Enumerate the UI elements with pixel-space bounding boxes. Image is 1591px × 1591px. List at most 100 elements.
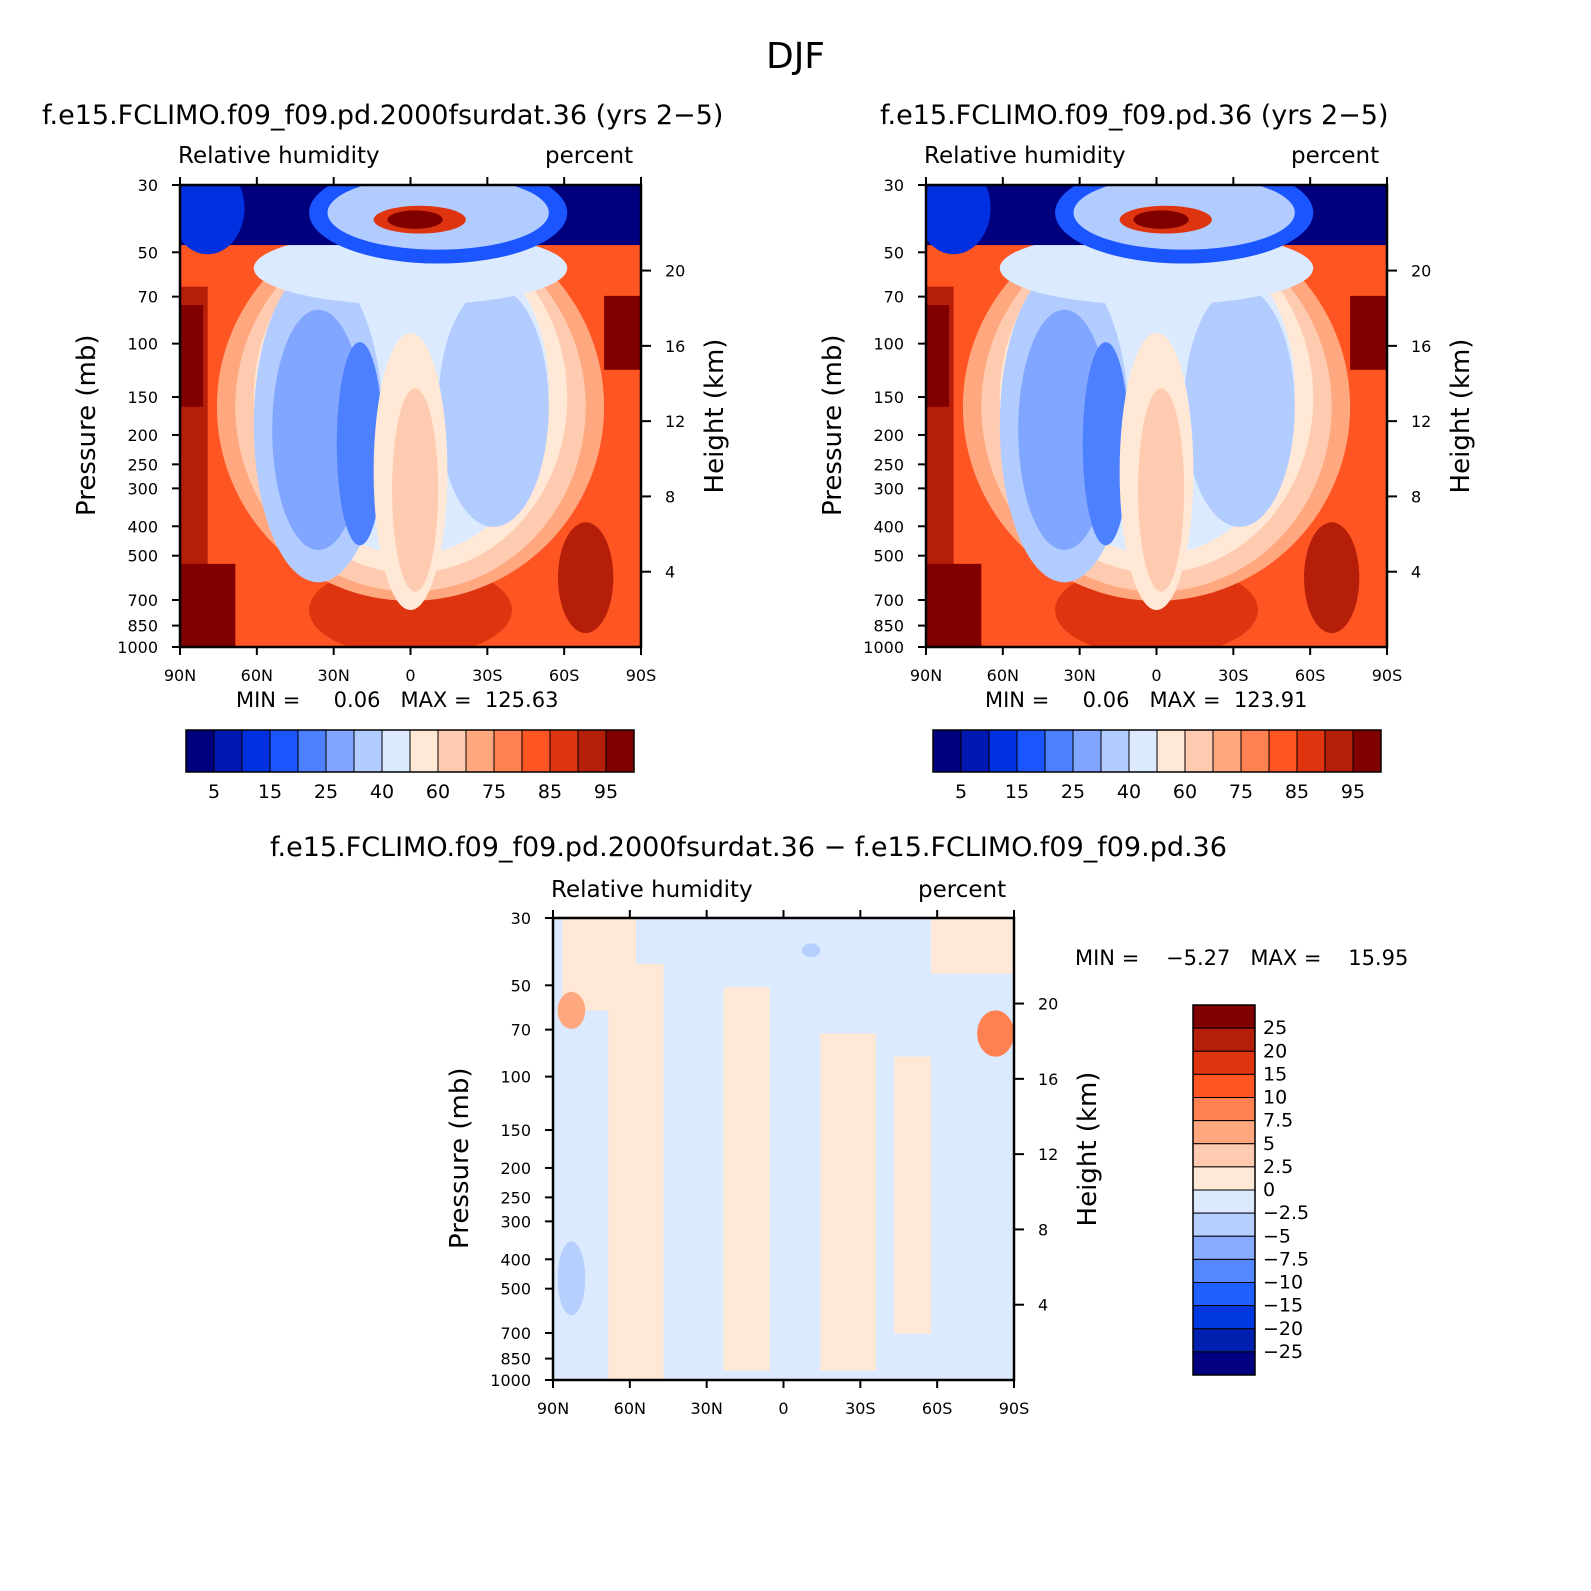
y-tick-label: 1000 xyxy=(117,638,158,657)
diff-positive-band-4 xyxy=(894,1056,932,1334)
y-tick-label: 50 xyxy=(884,243,904,262)
diff-nh-lower-negative xyxy=(557,1241,586,1316)
y-tick-label: 150 xyxy=(873,388,904,407)
colorbar-label: −2.5 xyxy=(1263,1202,1309,1224)
y-tick-label: 400 xyxy=(500,1250,531,1269)
y-tick-label: 250 xyxy=(127,455,158,474)
y-right-tick-label: 12 xyxy=(665,412,685,431)
colorbar-swatch xyxy=(1268,729,1298,773)
panel3-title: f.e15.FCLIMO.f09_f09.pd.2000fsurdat.36 −… xyxy=(270,832,1227,863)
y-right-tick-label: 20 xyxy=(1411,262,1431,281)
colorbar-label: 15 xyxy=(1263,1063,1287,1085)
panel3-variable: Relative humidity xyxy=(551,877,753,903)
colorbar-swatch xyxy=(1100,729,1130,773)
colorbar-label: 60 xyxy=(1173,781,1197,803)
rh-nh-strat-edge xyxy=(180,185,245,255)
y-tick-label: 100 xyxy=(127,335,158,354)
diff-nh-upper-max xyxy=(557,991,586,1029)
colorbar-swatch xyxy=(1016,729,1046,773)
y-right-tick-label: 16 xyxy=(1038,1070,1058,1089)
panel2-variable: Relative humidity xyxy=(924,143,1126,169)
y-tick-label: 150 xyxy=(127,388,158,407)
x-tick-label: 30S xyxy=(1218,666,1249,685)
colorbar2-frame xyxy=(932,729,1382,773)
panel3-units: percent xyxy=(918,877,1007,903)
rh-nh-strat-edge xyxy=(926,185,991,255)
colorbar-swatch xyxy=(549,729,579,773)
rh-tropopause-core xyxy=(1133,210,1189,229)
rh-itcz-65 xyxy=(392,388,439,592)
y-tick-label: 100 xyxy=(500,1068,531,1087)
y-tick-label: 700 xyxy=(873,591,904,610)
y-tick-label: 30 xyxy=(884,176,904,195)
x-tick-label: 90S xyxy=(626,666,657,685)
y-tick-label: 500 xyxy=(873,547,904,566)
x-tick-label: 60N xyxy=(614,1399,646,1418)
x-tick-label: 30S xyxy=(845,1399,876,1418)
colorbar-label: 7.5 xyxy=(1263,1110,1293,1132)
x-tick-label: 60S xyxy=(1295,666,1326,685)
y-right-axis-label: Height (km) xyxy=(1446,339,1476,494)
y-tick-label: 1000 xyxy=(490,1371,531,1390)
colorbar-label: −15 xyxy=(1263,1295,1303,1317)
rh-nh-upper-max xyxy=(180,305,204,407)
y-tick-label: 500 xyxy=(500,1280,531,1299)
diff-sh-upper-max xyxy=(977,1010,1014,1057)
colorbar-label: 10 xyxy=(1263,1087,1287,1109)
y-right-tick-label: 4 xyxy=(1411,563,1421,582)
colorbar-swatch xyxy=(1044,729,1074,773)
colorbar-swatch xyxy=(1192,1097,1256,1122)
y-right-tick-label: 16 xyxy=(1411,337,1431,356)
y-tick-label: 70 xyxy=(884,288,904,307)
colorbar1-frame xyxy=(185,729,635,773)
diff-sh-strat-positive xyxy=(931,918,1014,974)
x-tick-label: 60S xyxy=(549,666,580,685)
colorbar-swatch xyxy=(1192,1235,1256,1260)
colorbar-label: 75 xyxy=(1229,781,1253,803)
x-tick-label: 30N xyxy=(691,1399,723,1418)
y-right-tick-label: 4 xyxy=(665,563,675,582)
y-tick-label: 850 xyxy=(127,617,158,636)
colorbar-swatch xyxy=(1192,1050,1256,1075)
colorbar-label: 5 xyxy=(1263,1133,1275,1155)
diff-positive-band-1 xyxy=(608,964,664,1380)
y-axis-label: Pressure (mb) xyxy=(72,335,102,516)
rh-sh-subtropic-40 xyxy=(1184,286,1295,527)
colorbar-swatch xyxy=(1192,1166,1256,1191)
diff-positive-band-3 xyxy=(820,1033,876,1371)
colorbar-swatch xyxy=(577,729,607,773)
colorbar-swatch xyxy=(1192,1282,1256,1307)
colorbar-swatch xyxy=(1192,1212,1256,1237)
colorbar-swatch xyxy=(213,729,243,773)
y-tick-label: 30 xyxy=(138,176,158,195)
colorbar-swatch xyxy=(297,729,327,773)
colorbar-swatch xyxy=(1192,1305,1256,1330)
colorbar-swatch xyxy=(1072,729,1102,773)
colorbar-label: 15 xyxy=(1005,781,1029,803)
colorbar-swatch xyxy=(1240,729,1270,773)
colorbar-label: 40 xyxy=(370,781,394,803)
y-right-tick-label: 8 xyxy=(665,487,675,506)
y-tick-label: 70 xyxy=(511,1021,531,1040)
colorbar-label: −5 xyxy=(1263,1225,1291,1247)
colorbar-swatch xyxy=(1192,1004,1256,1029)
rh-nh-surface-max xyxy=(180,563,236,647)
diff-tropopause-negative xyxy=(801,943,821,958)
y-tick-label: 200 xyxy=(500,1159,531,1178)
colorbar-label: 95 xyxy=(1341,781,1365,803)
colorbar-label: −10 xyxy=(1263,1272,1303,1294)
colorbar-label: 40 xyxy=(1117,781,1141,803)
y-right-tick-label: 4 xyxy=(1038,1296,1048,1315)
panel1-units: percent xyxy=(545,143,634,169)
colorbar3-frame xyxy=(1192,1004,1256,1376)
colorbar-swatch xyxy=(1184,729,1214,773)
colorbar-label: 60 xyxy=(426,781,450,803)
y-tick-label: 200 xyxy=(873,426,904,445)
panel3-stats: MIN = −5.27 MAX = 15.95 xyxy=(1075,946,1409,970)
colorbar-label: 20 xyxy=(1263,1040,1287,1062)
y-tick-label: 30 xyxy=(511,909,531,928)
y-tick-label: 100 xyxy=(873,335,904,354)
x-tick-label: 0 xyxy=(778,1399,788,1418)
